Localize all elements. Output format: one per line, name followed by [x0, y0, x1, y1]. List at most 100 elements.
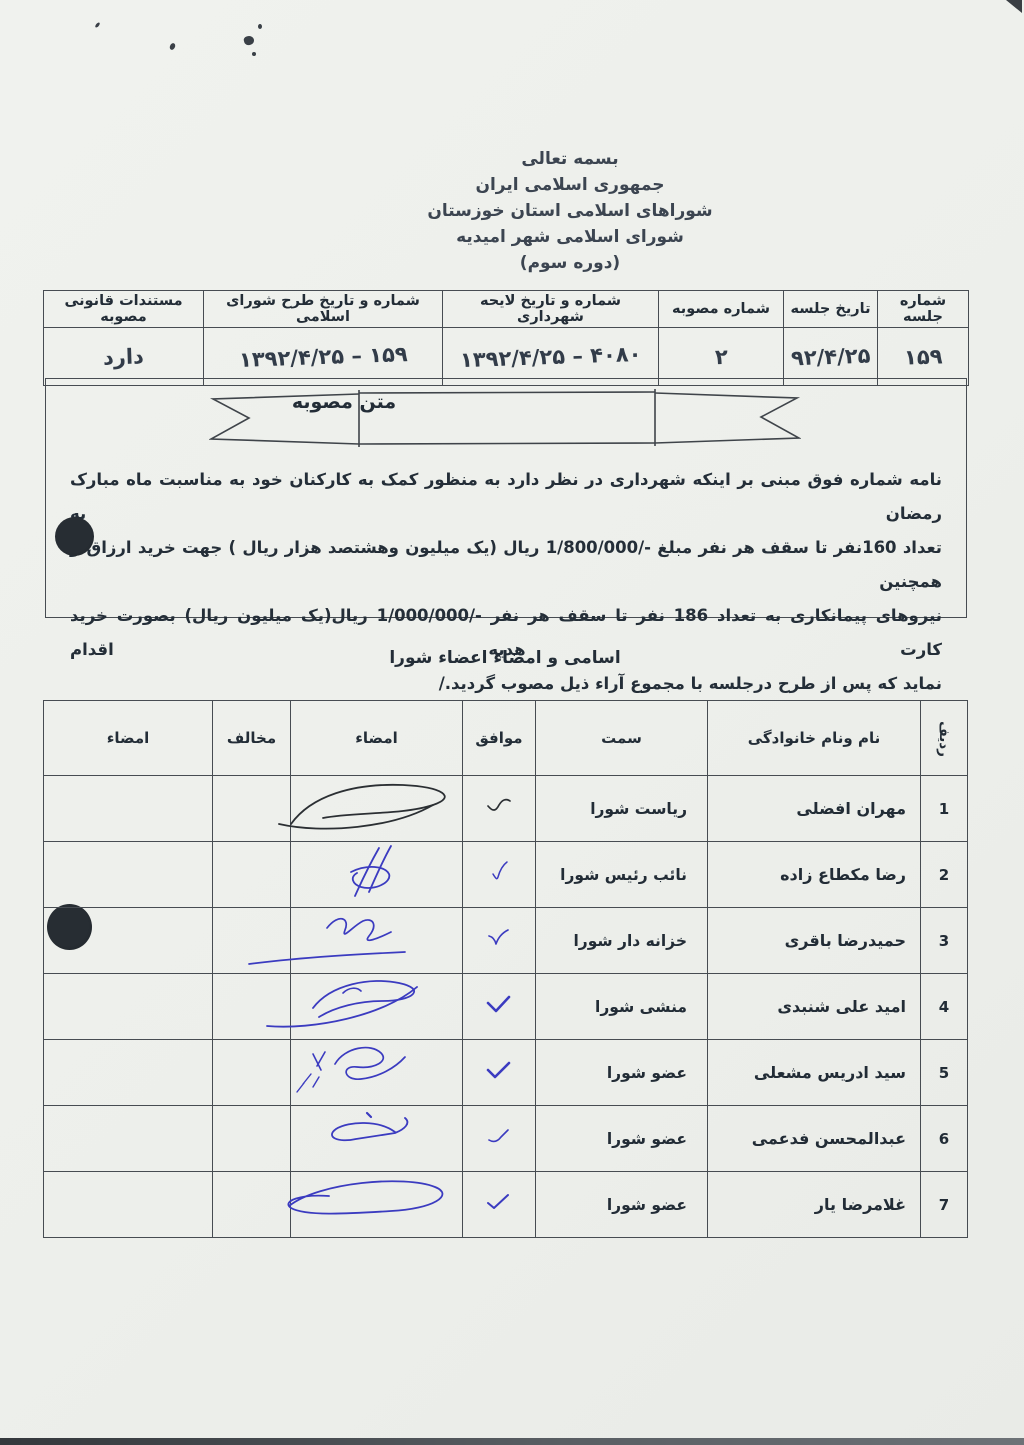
value-session-date: ۹۲/۴/۲۵	[783, 327, 878, 386]
member-name: مهران افضلی	[707, 775, 921, 842]
signature2-cell-empty	[43, 841, 213, 908]
agree-checkmark	[462, 973, 536, 1040]
agree-checkmark	[462, 1171, 536, 1238]
member-signature	[278, 775, 463, 842]
letterhead-country: جمهوری اسلامی ایران	[475, 175, 665, 195]
member-name: رضا مکطاع زاده	[707, 841, 921, 908]
agree-checkmark	[462, 1039, 536, 1106]
member-name: سید ادریس مشعلی	[707, 1039, 921, 1106]
col-municipality-bill: شماره و تاریخ لایحه شهرداری	[442, 290, 659, 328]
col-oppose: مخالف	[212, 700, 291, 776]
col-position: سمت	[535, 700, 708, 776]
value-municipality-bill: ۴۰۸۰ – ۱۳۹۲/۴/۲۵	[442, 327, 659, 386]
oppose-cell-empty	[212, 1105, 291, 1172]
col-session-date: تاریخ جلسه	[783, 290, 878, 328]
member-signature	[290, 841, 463, 908]
oppose-cell-empty	[212, 973, 291, 1040]
member-position: خزانه دار شورا	[535, 907, 708, 974]
member-name: امید علی شنبدی	[707, 973, 921, 1040]
member-number: 3	[920, 907, 968, 974]
member-number: 6	[920, 1105, 968, 1172]
agree-checkmark	[462, 775, 536, 842]
member-number: 7	[920, 1171, 968, 1238]
resolution-line-4: نماید که پس از طرح درجلسه با مجموع آراء …	[438, 674, 942, 693]
member-position: ریاست شورا	[535, 775, 708, 842]
signature2-cell-empty	[43, 1171, 213, 1238]
resolution-line-2: تعداد 160نفر تا سقف هر نفر مبلغ -/1/800/…	[70, 538, 942, 591]
hole-punch-mark	[55, 517, 94, 556]
col-row-number: ردیف	[920, 700, 968, 776]
member-number: 5	[920, 1039, 968, 1106]
member-signature	[290, 1105, 463, 1172]
ink-speck	[252, 52, 256, 56]
member-position: عضو شورا	[535, 1105, 708, 1172]
signature2-cell-empty	[43, 973, 213, 1040]
member-row: 5 سید ادریس مشعلی عضو شورا	[43, 1039, 968, 1106]
member-row: 2 رضا مکطاع زاده نائب رئیس شورا	[43, 841, 968, 908]
member-signature	[290, 1039, 463, 1106]
info-header-row: شماره جلسه تاریخ جلسه شماره مصوبه شماره …	[43, 290, 969, 328]
signature2-cell-empty	[43, 1039, 213, 1106]
ink-speck	[258, 24, 262, 29]
members-signature-table: ردیف نام ونام خانوادگی سمت موافق امضاء م…	[43, 700, 968, 1238]
member-name: عبدالمحسن فدعمی	[707, 1105, 921, 1172]
scan-corner-mark	[1006, 0, 1022, 13]
value-resolution-number: ۲	[658, 327, 784, 386]
session-info-table: شماره جلسه تاریخ جلسه شماره مصوبه شماره …	[43, 290, 969, 386]
ink-speck	[243, 34, 255, 47]
member-signature	[266, 973, 463, 1040]
member-position: عضو شورا	[535, 1171, 708, 1238]
member-position: منشی شورا	[535, 973, 708, 1040]
scan-bottom-edge	[0, 1438, 1024, 1445]
members-header-row: ردیف نام ونام خانوادگی سمت موافق امضاء م…	[43, 700, 968, 776]
member-number: 2	[920, 841, 968, 908]
member-signature	[287, 1171, 463, 1238]
oppose-cell-empty	[212, 1039, 291, 1106]
agree-checkmark	[462, 907, 536, 974]
ink-speck	[168, 42, 177, 51]
value-council-plan: ۱۵۹ – ۱۳۹۲/۴/۲۵	[203, 327, 443, 386]
signature2-cell-empty	[43, 1105, 213, 1172]
banner-title: متن مصوبه	[291, 391, 397, 413]
member-signature	[248, 907, 463, 974]
col-agree: موافق	[462, 700, 536, 776]
letterhead-province-councils: شوراهای اسلامی استان خوزستان	[427, 201, 713, 221]
col-legal-docs: مستندات قانونی مصوبه	[43, 290, 204, 328]
oppose-cell-empty	[212, 841, 291, 908]
agree-checkmark	[462, 1105, 536, 1172]
resolution-text: نامه شماره فوق مبنی بر اینکه شهرداری در …	[70, 463, 942, 701]
members-section-title: اسامی و امضاء اعضاء شورا	[389, 648, 621, 668]
member-row: 7 غلامرضا یار عضو شورا	[43, 1171, 968, 1238]
ink-speck	[94, 21, 101, 29]
col-full-name: نام ونام خانوادگی	[707, 700, 921, 776]
member-row: 1 مهران افضلی ریاست شورا	[43, 775, 968, 842]
oppose-cell-empty	[212, 775, 291, 842]
member-row: 6 عبدالمحسن فدعمی عضو شورا	[43, 1105, 968, 1172]
signature2-cell-empty	[43, 907, 213, 974]
letterhead-term: (دوره سوم)	[519, 253, 621, 273]
member-row: 4 امید علی شنبدی منشی شورا	[43, 973, 968, 1040]
value-session-number: ۱۵۹	[877, 327, 969, 386]
banner-ribbon	[209, 389, 801, 447]
member-number: 4	[920, 973, 968, 1040]
oppose-cell-empty	[212, 1171, 291, 1238]
resolution-line-3: نیروهای پیمانکاری به تعداد 186 نفر تا سق…	[70, 606, 943, 659]
resolution-box: متن مصوبه نامه شماره فوق مبنی بر اینکه ش…	[45, 378, 967, 693]
col-signature: امضاء	[290, 700, 463, 776]
letterhead-basmala: بسمه تعالی	[521, 149, 619, 169]
col-signature-2: امضاء	[43, 700, 213, 776]
agree-checkmark	[462, 841, 536, 908]
col-council-plan: شماره و تاریخ طرح شورای اسلامی	[203, 290, 443, 328]
value-legal-docs: دارد	[43, 327, 204, 386]
letterhead-city-council: شورای اسلامی شهر امیدیه	[456, 227, 684, 247]
member-position: عضو شورا	[535, 1039, 708, 1106]
resolution-line-1: نامه شماره فوق مبنی بر اینکه شهرداری در …	[70, 470, 942, 523]
signature2-cell-empty	[43, 775, 213, 842]
letterhead: بسمه تعالی جمهوری اسلامی ایران شوراهای ا…	[350, 146, 790, 276]
col-session-number: شماره جلسه	[877, 290, 969, 328]
oppose-cell-empty	[212, 907, 291, 974]
member-row: 3 حمیدرضا باقری خزانه دار شورا	[43, 907, 968, 974]
member-name: غلامرضا یار	[707, 1171, 921, 1238]
member-name: حمیدرضا باقری	[707, 907, 921, 974]
